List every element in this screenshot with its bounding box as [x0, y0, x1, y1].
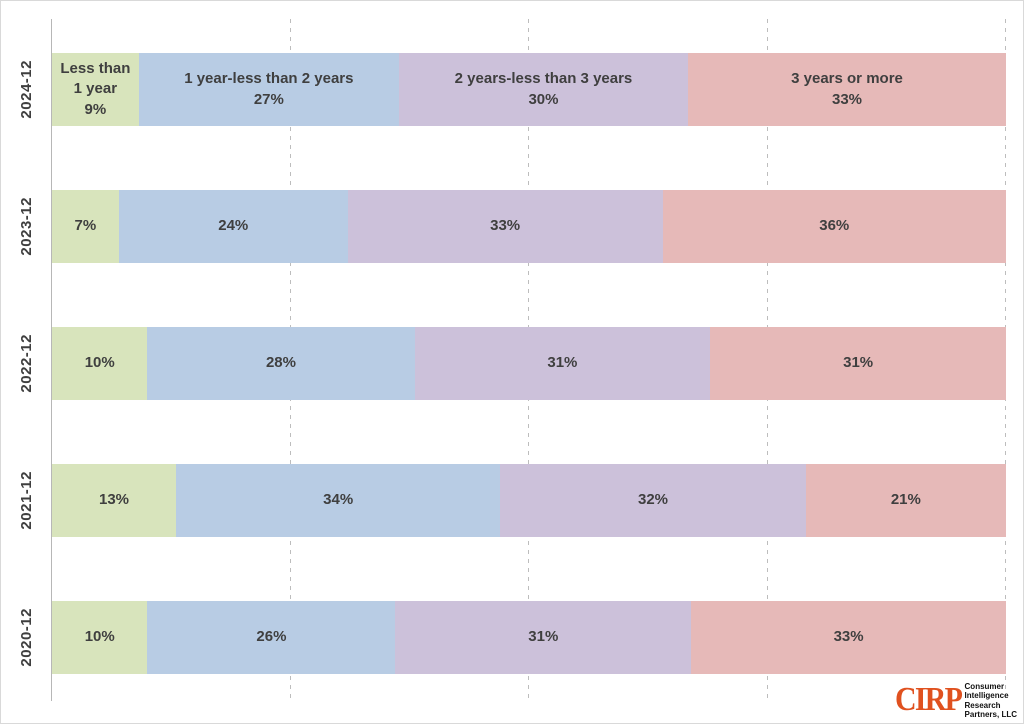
segment-series-name: 1 year-less than 2 years [184, 70, 354, 88]
bar-segment: 21% [805, 464, 1006, 537]
segment-value-label: 28% [265, 354, 296, 372]
segment-value-label: 36% [819, 217, 850, 235]
bar-segment: 36% [662, 190, 1006, 263]
segment-value-label: 9% [84, 100, 107, 118]
bar-segment: 10% [52, 327, 148, 400]
y-axis-label-cell: 2024-12 [1, 53, 51, 126]
plot-area: Less than 1 year 9% 1 year-less than 2 yea… [52, 19, 1007, 701]
segment-value-label: 21% [890, 491, 921, 509]
bar-segment: 32% [500, 464, 806, 537]
bar-segment: 28% [147, 327, 415, 400]
segment-value-label: 33% [490, 217, 521, 235]
cirp-logo: CIRP Consumer Intelligence Research Partner… [886, 682, 1017, 719]
cirp-logo-text: CIRP [895, 681, 963, 719]
bar-segment: 33% [347, 190, 663, 263]
segment-value-label: 26% [256, 628, 287, 646]
cirp-logo-caption-line: Research [964, 700, 1001, 710]
y-axis-label-cell: 2020-12 [1, 601, 51, 674]
segment-value-label: 24% [218, 217, 249, 235]
bar-segment: 31% [710, 327, 1006, 400]
bar-segment: 31% [414, 327, 711, 400]
bar-segment: 1 year-less than 2 years 27% [138, 53, 399, 126]
bar-segment: 31% [395, 601, 692, 674]
segment-series-name: 2 years-less than 3 years [454, 70, 633, 88]
y-axis-labels: 2024-12 2023-12 2022-12 2021-12 2020-12 [1, 19, 51, 701]
segment-value-label: 33% [832, 90, 863, 108]
cirp-logo-caption: Consumer Intelligence Research Partners, LL… [965, 682, 1017, 719]
bar-segment: 7% [52, 190, 119, 263]
segment-value-label: 32% [638, 491, 669, 509]
segment-value-label: 31% [843, 354, 874, 372]
segment-value-label: 31% [528, 628, 559, 646]
bar-row: 7% 24% 33% 36% [52, 190, 1006, 263]
y-axis-line [51, 19, 52, 701]
segment-value-label: 10% [84, 628, 115, 646]
bar-row: 10% 26% 31% 33% [52, 601, 1006, 674]
y-axis-label: 2021-12 [17, 471, 35, 530]
bar-row: Less than 1 year 9% 1 year-less than 2 yea… [52, 53, 1007, 126]
cirp-logo-caption-line: Consumer [964, 682, 1005, 692]
segment-value-label: 31% [547, 354, 578, 372]
bar-segment: 24% [118, 190, 348, 263]
y-axis-label: 2020-12 [17, 608, 35, 667]
segment-value-label: 30% [528, 90, 559, 108]
y-axis-label: 2022-12 [17, 334, 35, 393]
segment-value-label: 27% [253, 90, 284, 108]
bar-segment: 13% [52, 464, 177, 537]
segment-value-label: 7% [74, 217, 97, 235]
bar-segment: 26% [147, 601, 396, 674]
y-axis-label: 2024-12 [17, 60, 35, 119]
segment-value-label: 10% [84, 354, 115, 372]
y-axis-label: 2023-12 [17, 197, 35, 256]
bar-segment: 33% [691, 601, 1006, 674]
y-axis-label-cell: 2023-12 [1, 190, 51, 263]
segment-value-label: 34% [323, 491, 354, 509]
y-axis-label-cell: 2021-12 [1, 464, 51, 537]
bar-segment: Less than 1 year 9% [52, 53, 139, 126]
bars: Less than 1 year 9% 1 year-less than 2 yea… [52, 19, 1007, 701]
cirp-logo-caption-line: Partners, LLC [964, 709, 1017, 719]
segment-series-name: Less than 1 year [60, 60, 131, 98]
bar-segment: 34% [176, 464, 501, 537]
segment-series-name: 3 years or more [791, 70, 903, 88]
bar-segment: 10% [52, 601, 148, 674]
bar-row: 10% 28% 31% 31% [52, 327, 1006, 400]
cirp-logo-caption-line: Intelligence [964, 691, 1009, 701]
bar-segment: 3 years or more 33% [688, 53, 1007, 126]
segment-value-label: 13% [98, 491, 130, 509]
segment-value-label: 33% [833, 628, 864, 646]
y-axis-label-cell: 2022-12 [1, 327, 51, 400]
bar-segment: 2 years-less than 3 years 30% [398, 53, 689, 126]
bar-row: 13% 34% 32% 21% [52, 464, 1006, 537]
